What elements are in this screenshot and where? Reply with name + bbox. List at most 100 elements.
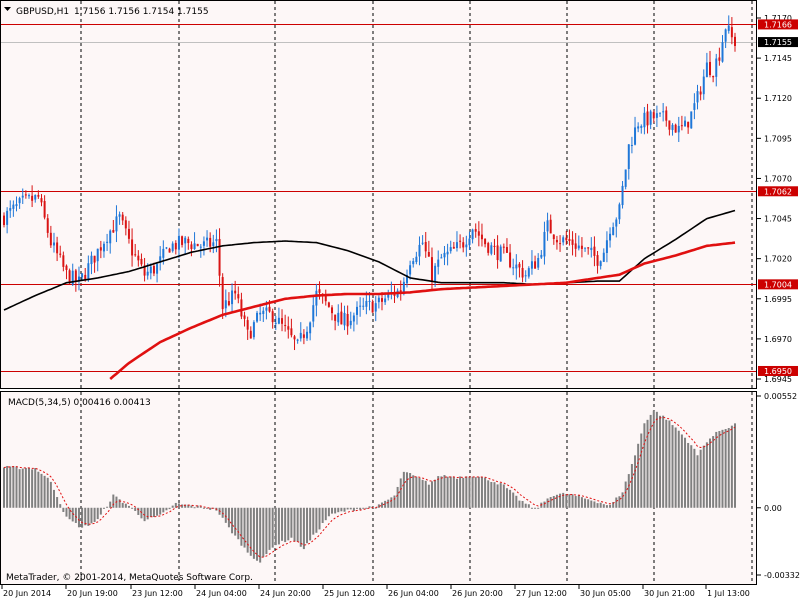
ma-fast-line xyxy=(109,241,736,380)
candle-body xyxy=(331,307,334,314)
price-panel-bg xyxy=(0,0,757,389)
macd-bar xyxy=(34,468,37,508)
macd-bar xyxy=(587,499,590,508)
macd-bar xyxy=(443,475,446,508)
macd-bar xyxy=(309,507,312,541)
candle-body xyxy=(34,194,37,200)
macd-bar xyxy=(424,480,427,508)
macd-bar xyxy=(630,463,633,508)
candle-body xyxy=(474,229,477,232)
macd-bar xyxy=(40,473,43,508)
macd-bar xyxy=(487,480,490,508)
macd-bar xyxy=(68,507,71,520)
candle-body xyxy=(184,237,187,244)
candle-body xyxy=(190,244,193,249)
candle-body xyxy=(24,194,27,196)
menu-triangle-icon[interactable] xyxy=(4,7,11,11)
macd-bar xyxy=(315,507,318,533)
candle-body xyxy=(181,236,184,245)
candle-body xyxy=(427,252,430,257)
macd-bar xyxy=(162,507,165,513)
macd-bar xyxy=(455,478,458,508)
candle-body xyxy=(124,220,127,229)
candle-body xyxy=(109,230,112,244)
right-axis-bg xyxy=(757,0,800,600)
candle-body xyxy=(221,277,224,310)
macd-bar xyxy=(493,482,496,508)
candle-body xyxy=(140,258,143,265)
macd-bar xyxy=(290,507,293,538)
candle-body xyxy=(449,247,452,252)
macd-bar xyxy=(240,507,243,546)
macd-bar xyxy=(509,489,512,508)
candle-body xyxy=(462,242,465,248)
macd-bar xyxy=(374,507,377,509)
macd-bar xyxy=(518,500,521,508)
candle-body xyxy=(590,247,593,251)
macd-bar xyxy=(668,420,671,508)
y-tick-label: 1.6970 xyxy=(764,335,792,344)
macd-bar xyxy=(143,507,146,522)
candle-body xyxy=(174,242,177,250)
macd-bar xyxy=(124,503,127,508)
macd-bar xyxy=(109,501,112,508)
candle-body xyxy=(12,204,15,209)
time-axis: 20 Jun 2014 20 Jun 19:00 23 Jun 12:00 24 Ju… xyxy=(1,585,750,598)
macd-bar xyxy=(118,499,121,508)
macd-bar xyxy=(15,466,18,508)
candle-body xyxy=(734,36,736,46)
candle-body xyxy=(596,255,599,266)
macd-bar xyxy=(202,507,205,509)
macd-bar xyxy=(665,419,668,508)
candle-body xyxy=(443,252,446,258)
macd-bar xyxy=(56,497,59,508)
candle-body xyxy=(177,235,180,250)
macd-bar xyxy=(671,425,674,508)
macd-bar xyxy=(724,429,727,508)
y-tick-label: 1.7120 xyxy=(764,94,792,103)
candle-body xyxy=(574,243,577,249)
candle-body xyxy=(434,265,437,281)
candle-body xyxy=(231,290,234,305)
candle-body xyxy=(627,144,630,170)
x-tick-label: 30 Jun 05:00 xyxy=(580,589,631,598)
macd-bar xyxy=(27,467,30,508)
macd-bar xyxy=(171,505,174,508)
candle-body xyxy=(268,306,271,312)
candle-body xyxy=(415,256,418,263)
candle-body xyxy=(571,239,574,245)
candle-body xyxy=(202,241,205,246)
candle-body xyxy=(630,144,633,146)
candle-body xyxy=(84,274,87,280)
macd-bar xyxy=(396,486,399,508)
macd-bar xyxy=(174,502,177,508)
macd-bar xyxy=(537,507,540,509)
macd-bar xyxy=(131,507,134,509)
candle-body xyxy=(206,237,209,241)
candle-body xyxy=(649,111,652,125)
candle-body xyxy=(452,246,455,249)
candle-body xyxy=(459,240,462,242)
macd-bar xyxy=(193,507,196,509)
candle-body xyxy=(612,227,615,235)
candle-body xyxy=(487,243,490,253)
candle-body xyxy=(552,234,555,240)
macd-bar xyxy=(199,506,202,508)
macd-bar xyxy=(181,504,184,508)
macd-label: MACD(5,34,5) 0.00416 0.00413 xyxy=(8,398,151,408)
macd-bar xyxy=(137,507,140,515)
macd-bar xyxy=(234,507,237,536)
macd-bar xyxy=(609,504,612,508)
macd-bar xyxy=(18,469,21,508)
candle-body xyxy=(40,198,43,203)
candle-body xyxy=(65,265,68,270)
macd-bar xyxy=(43,475,46,508)
candle-body xyxy=(52,242,55,246)
macd-bar xyxy=(427,484,430,508)
macd-bar xyxy=(696,455,699,508)
macd-bar xyxy=(621,492,624,508)
x-tick-label: 24 Jun 04:00 xyxy=(196,589,247,598)
macd-bar xyxy=(505,488,508,508)
candle-body xyxy=(68,270,71,284)
